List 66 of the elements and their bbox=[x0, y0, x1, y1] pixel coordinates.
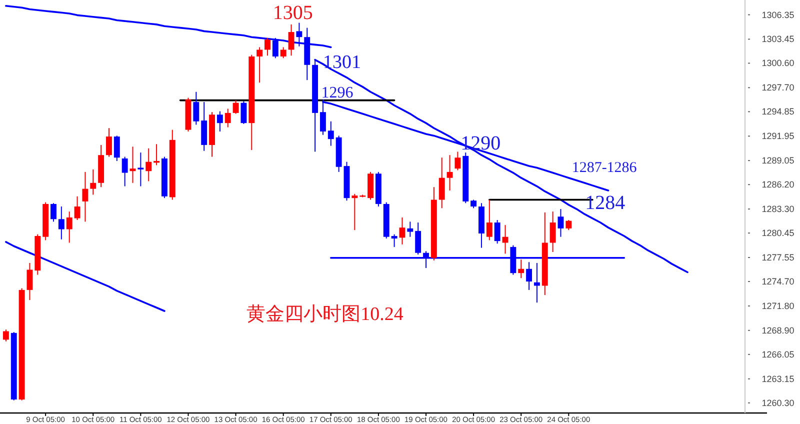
candlestick bbox=[232, 100, 239, 114]
candlestick bbox=[146, 148, 152, 182]
candlestick bbox=[494, 219, 500, 244]
y-tick-label: 1303.45 bbox=[762, 34, 794, 44]
annotation: 1290 bbox=[460, 132, 501, 155]
candlestick bbox=[154, 144, 160, 166]
y-tick-label: 1271.80 bbox=[762, 300, 794, 311]
line-series bbox=[5, 241, 166, 312]
candlestick bbox=[566, 219, 572, 231]
candlestick bbox=[288, 24, 294, 56]
candlestick bbox=[130, 146, 136, 184]
y-tick-label: 1280.45 bbox=[762, 228, 794, 238]
candlestick bbox=[2, 329, 9, 342]
candlestick bbox=[106, 128, 112, 158]
text: 黄金四小时图10.24 bbox=[246, 304, 404, 325]
candlestick bbox=[82, 171, 88, 222]
y-tick-label: 1268.90 bbox=[762, 325, 794, 336]
y-tick-label: 1283.30 bbox=[762, 204, 794, 214]
candlestick bbox=[138, 152, 144, 187]
y-tick-label: 1300.60 bbox=[762, 58, 794, 68]
candlestick bbox=[193, 91, 200, 126]
candlestick bbox=[518, 259, 524, 279]
annotation: 1301 bbox=[322, 52, 361, 73]
candlestick bbox=[66, 211, 72, 244]
candlestick bbox=[415, 222, 422, 256]
candlestick bbox=[328, 120, 334, 146]
candlestick bbox=[391, 234, 398, 248]
y-tick-label: 1306.35 bbox=[762, 10, 794, 20]
candlestick bbox=[256, 46, 263, 84]
candlestick bbox=[50, 202, 56, 222]
candlestick bbox=[534, 262, 540, 304]
candlestick bbox=[399, 216, 406, 245]
annotation: 1284 bbox=[585, 192, 626, 214]
y-tick-label: 1289.05 bbox=[762, 156, 794, 166]
y-tick-label: 1260.30 bbox=[762, 398, 794, 408]
candlestick bbox=[352, 193, 358, 231]
annotation: 1305 bbox=[272, 2, 313, 24]
annotation: 1296 bbox=[321, 84, 354, 102]
candlestick bbox=[526, 262, 532, 290]
candlestick bbox=[114, 135, 120, 162]
y-tick-label: 1274.70 bbox=[762, 276, 794, 287]
candlestick bbox=[438, 157, 445, 209]
candlestick bbox=[486, 199, 492, 241]
candlestick bbox=[58, 206, 64, 240]
candlestick bbox=[216, 110, 223, 132]
y-tick-label: 1297.70 bbox=[762, 82, 794, 93]
y-tick-label: 1291.95 bbox=[762, 131, 794, 142]
candlestick bbox=[90, 168, 96, 196]
candlestick bbox=[550, 211, 556, 253]
y-tick-label: 1286.20 bbox=[762, 180, 794, 190]
y-tick-label: 1263.15 bbox=[762, 374, 794, 384]
annotation: 1287-1286 bbox=[572, 160, 638, 176]
y-tick-label: 1266.05 bbox=[762, 349, 794, 360]
candlestick bbox=[280, 46, 286, 59]
y-tick-label: 1294.85 bbox=[762, 106, 794, 117]
candlestick bbox=[240, 100, 247, 124]
candlestick bbox=[264, 37, 270, 56]
candlestick bbox=[454, 151, 461, 171]
candlestick bbox=[558, 208, 564, 238]
candlestick bbox=[74, 196, 80, 220]
candlestick bbox=[407, 221, 414, 238]
candlestick bbox=[224, 108, 231, 128]
y-tick-label: 1277.55 bbox=[762, 252, 794, 262]
candlestick bbox=[26, 262, 33, 301]
candlestick bbox=[446, 154, 453, 191]
candlestick bbox=[122, 156, 128, 187]
